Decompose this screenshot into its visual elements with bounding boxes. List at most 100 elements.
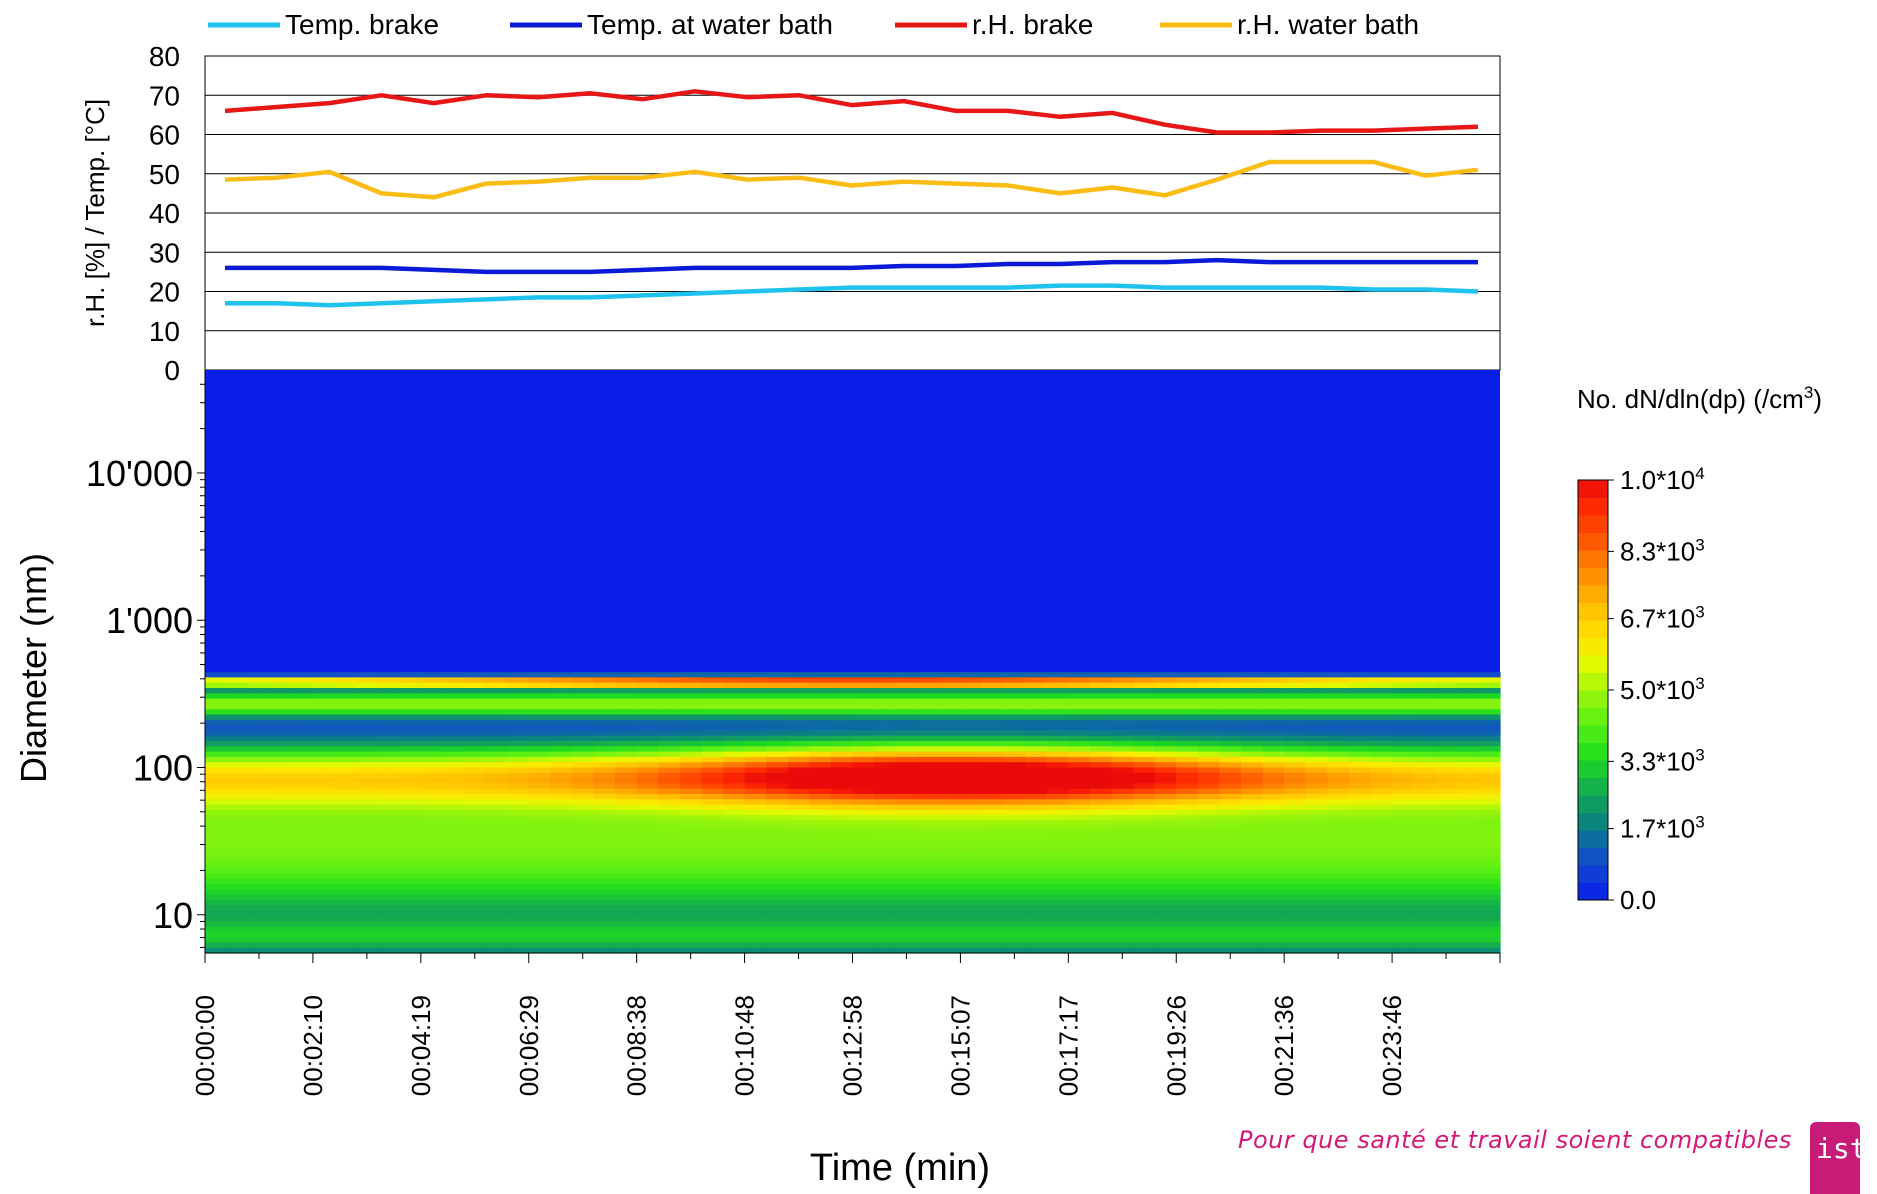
heatmap-cell (658, 778, 681, 784)
heatmap-cell (291, 857, 314, 864)
heatmap-cell (636, 947, 659, 954)
heatmap-cell (399, 942, 422, 949)
heatmap-cell (1111, 783, 1134, 790)
heatmap-cell (1111, 878, 1134, 885)
heatmap-cell (1176, 926, 1199, 933)
heatmap-cell (744, 878, 767, 885)
heatmap-cell (356, 767, 379, 774)
heatmap-cell (658, 719, 681, 726)
heatmap-cell (571, 703, 595, 710)
heatmap-cell (571, 857, 595, 864)
heatmap-cell (205, 688, 228, 694)
heatmap-cell (1133, 926, 1156, 933)
heatmap-cell (1133, 682, 1156, 689)
heatmap-cell (917, 868, 940, 875)
heatmap-cell (1241, 815, 1264, 822)
heatmap-cell (226, 942, 249, 949)
heatmap-cell (982, 693, 1005, 700)
heatmap-cell (291, 836, 314, 843)
heatmap-cell (960, 709, 983, 716)
heatmap-cell (679, 910, 703, 917)
heatmap-cell (1262, 783, 1285, 790)
heatmap-cell (420, 815, 444, 822)
heatmap-cell (205, 915, 228, 922)
heatmap-cell (1176, 698, 1199, 705)
heatmap-cell (1370, 741, 1393, 747)
heatmap-cell (1025, 873, 1048, 880)
heatmap-cell (291, 677, 314, 684)
heatmap-cell (1435, 799, 1458, 806)
heatmap-cell (1392, 820, 1415, 827)
heatmap-cell (830, 804, 854, 811)
series-line (225, 257, 1478, 275)
heatmap-cell (960, 794, 983, 800)
heatmap-cell (809, 905, 832, 912)
heatmap-cell (485, 884, 508, 890)
heatmap-cell (291, 884, 314, 890)
heatmap-cell (982, 820, 1005, 827)
heatmap-cell (269, 900, 292, 906)
heatmap-cell (399, 878, 422, 885)
heatmap-cell (1111, 682, 1134, 689)
heatmap-cell (938, 857, 962, 864)
heatmap-cell (442, 815, 465, 822)
heatmap-cell (830, 825, 854, 832)
heatmap-cell (1089, 778, 1113, 784)
heatmap-cell (550, 931, 573, 938)
heatmap-cell (615, 778, 638, 784)
heatmap-cell (960, 852, 983, 859)
heatmap-cell (485, 730, 508, 737)
heatmap-cell (1348, 714, 1372, 721)
heatmap-cell (787, 900, 810, 906)
heatmap-cell (852, 825, 875, 832)
heatmap-cell (1241, 947, 1264, 954)
heatmap-cell (528, 788, 551, 795)
heatmap-cell (1219, 756, 1242, 763)
heatmap-cell (593, 709, 616, 716)
heatmap-cell (1456, 672, 1480, 678)
heatmap-cell (312, 714, 336, 721)
heatmap-cell (550, 762, 573, 769)
heatmap-cell (938, 677, 962, 684)
heatmap-cell (1284, 852, 1307, 859)
heatmap-cell (550, 714, 573, 721)
heatmap-cell (1003, 809, 1026, 816)
heatmap-cell (593, 672, 616, 678)
heatmap-cell (1111, 794, 1134, 800)
heatmap-cell (312, 820, 336, 827)
heatmap-cell (701, 889, 724, 896)
heatmap-cell (787, 804, 810, 811)
heatmap-cell (766, 841, 789, 848)
heatmap-cell (1241, 847, 1264, 853)
heatmap-cell (1370, 788, 1393, 795)
heatmap-cell (982, 714, 1005, 721)
heatmap-cell (1046, 884, 1069, 890)
heatmap-cell (1133, 730, 1156, 737)
heatmap-cell (1003, 719, 1026, 726)
heatmap-cell (1133, 688, 1156, 694)
heatmap-cell (960, 767, 983, 774)
heatmap-cell (205, 730, 228, 737)
y-tick-label: 1'000 (106, 600, 193, 641)
heatmap-cell (1478, 847, 1501, 853)
heatmap-cell (1456, 852, 1480, 859)
heatmap-cell (917, 947, 940, 954)
heatmap-cell (1241, 931, 1264, 938)
heatmap-cell (248, 682, 271, 689)
heatmap-cell (1348, 868, 1372, 875)
heatmap-cell (766, 815, 789, 822)
heatmap-cell (636, 725, 659, 731)
heatmap-cell (917, 937, 940, 943)
heatmap-cell (895, 672, 918, 678)
heatmap-cell (356, 735, 379, 742)
heatmap-cell (334, 783, 357, 790)
heatmap-cell (1111, 937, 1134, 943)
heatmap-cell (1413, 756, 1436, 763)
heatmap-cell (377, 746, 400, 753)
heatmap-cell (766, 947, 789, 954)
heatmap-cell (291, 756, 314, 763)
heatmap-cell (787, 783, 810, 790)
heatmap-cell (571, 746, 595, 753)
heatmap-cell (1456, 804, 1480, 811)
colorbar-segment (1578, 637, 1608, 656)
